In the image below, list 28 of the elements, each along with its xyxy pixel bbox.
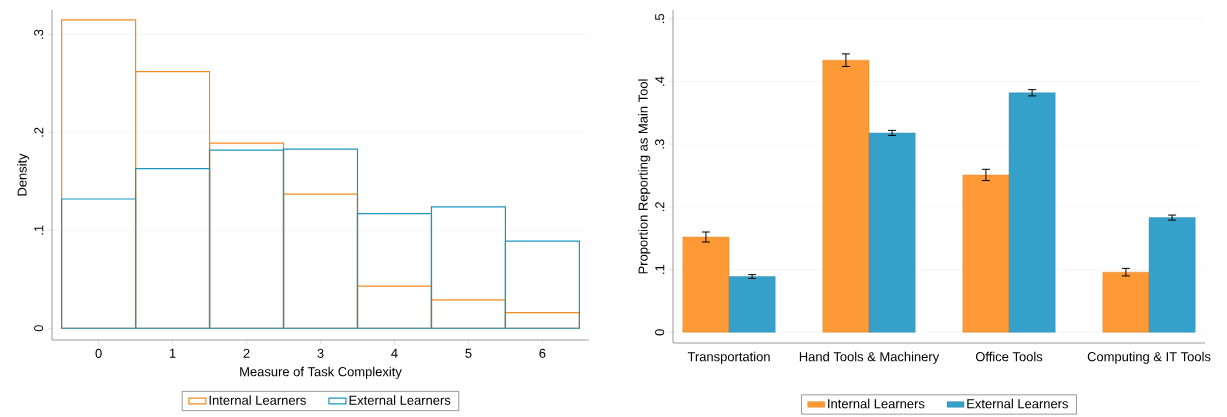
y-axis-title: Proportion Reporting as Main Tool xyxy=(638,79,651,274)
x-tick-label: 2 xyxy=(243,348,250,358)
x-tick-label: Transportation xyxy=(687,351,770,364)
x-tick-label: 1 xyxy=(169,348,176,358)
y-tick-label: .5 xyxy=(655,13,665,23)
legend-label: External Learners xyxy=(967,398,1068,409)
x-tick-label: Hand Tools & Machinery xyxy=(799,351,940,364)
x-tick-label: Office Tools xyxy=(975,351,1043,362)
legend-label: Internal Learners xyxy=(209,395,306,405)
y-tick-label: .4 xyxy=(655,76,665,86)
y-tick-label: 0 xyxy=(655,329,665,336)
y-tick-label: .1 xyxy=(655,264,665,274)
x-tick-label: Computing & IT Tools xyxy=(1087,351,1211,364)
x-tick-label: 4 xyxy=(391,348,398,358)
y-tick-label: .3 xyxy=(655,139,665,149)
x-tick-label: 5 xyxy=(465,348,472,358)
x-axis-title: Measure of Task Complexity xyxy=(240,366,402,379)
y-tick-label: .2 xyxy=(34,127,44,137)
y-tick-label: .2 xyxy=(655,202,665,212)
x-tick-label: 0 xyxy=(95,348,102,358)
y-tick-label: .1 xyxy=(34,225,44,235)
x-tick-label: 6 xyxy=(539,348,546,358)
x-tick-label: 3 xyxy=(317,348,324,358)
y-tick-label: 0 xyxy=(34,325,44,332)
legend-label: Internal Learners xyxy=(828,398,925,409)
y-tick-label: .3 xyxy=(34,29,44,39)
legend-label: External Learners xyxy=(349,395,451,405)
y-axis-title: Density xyxy=(17,153,30,196)
